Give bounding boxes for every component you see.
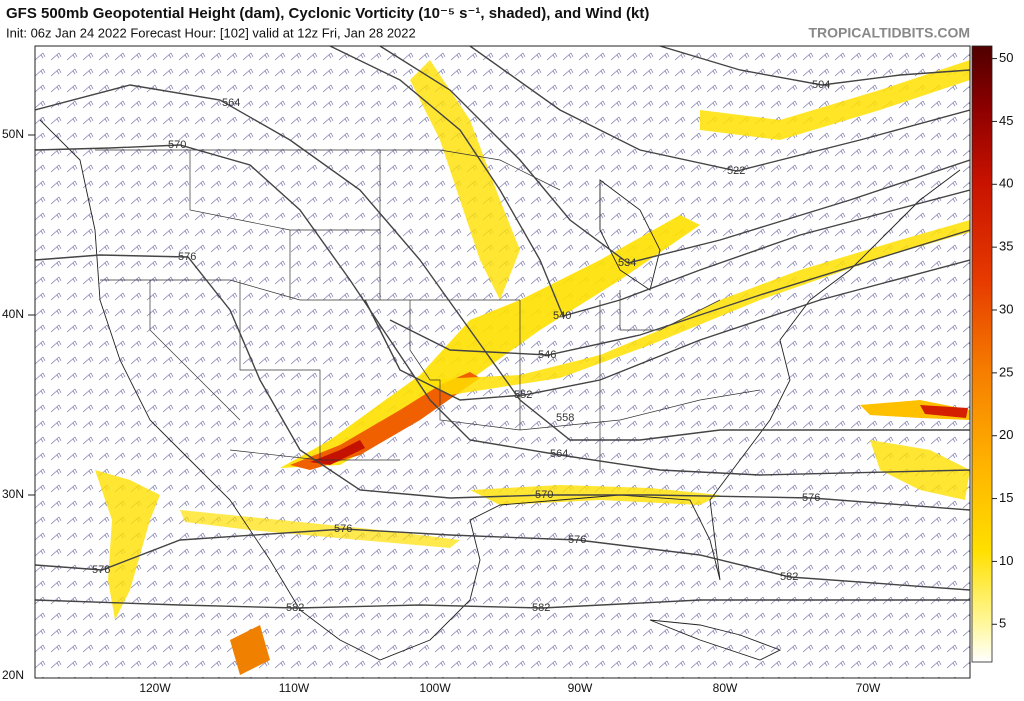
contour-label: 582 <box>532 602 550 614</box>
colorbar-label: 40 <box>999 176 1013 191</box>
colorbar-label: 50 <box>999 50 1013 65</box>
colorbar-label: 45 <box>999 113 1013 128</box>
state-borders <box>95 149 761 470</box>
contour-label: 582 <box>780 571 798 583</box>
colorbar-label: 35 <box>999 239 1013 254</box>
credit: TROPICALTIDBITS.COM <box>808 25 970 41</box>
lat-label: 50N <box>2 127 24 141</box>
coastlines <box>39 119 961 661</box>
colorbar-scale <box>971 45 993 663</box>
contour-label: 564 <box>550 448 568 460</box>
contour-label: 546 <box>538 349 556 361</box>
lon-label: 70W <box>856 681 881 695</box>
lat-labels: 50N 40N 30N 20N <box>2 127 35 682</box>
lat-label: 20N <box>2 668 24 682</box>
lon-label: 90W <box>568 681 593 695</box>
contour-label: 582 <box>286 602 304 614</box>
contour-label: 576 <box>568 534 586 546</box>
contour-label: 576 <box>802 492 820 504</box>
colorbar-label: 20 <box>999 427 1013 442</box>
contour-labels: 564 570 576 504 522 534 540 546 552 558 … <box>92 79 830 614</box>
contour-label: 534 <box>618 257 636 269</box>
contour-label: 564 <box>222 97 240 109</box>
contour-label: 570 <box>535 489 553 501</box>
lon-labels: 120W 110W 100W 90W 80W 70W <box>139 681 881 695</box>
contour-label: 570 <box>168 139 186 151</box>
vorticity-shading <box>95 60 970 675</box>
contour-label: 576 <box>178 251 196 263</box>
contour-label: 540 <box>553 310 571 322</box>
subtitle: Init: 06z Jan 24 2022 Forecast Hour: [10… <box>6 25 416 40</box>
lon-label: 110W <box>279 681 310 695</box>
lon-label: 100W <box>419 681 451 695</box>
colorbar-label: 30 <box>999 301 1013 316</box>
lon-label: 120W <box>139 681 171 695</box>
map-frame <box>34 45 971 679</box>
height-contours <box>35 46 970 609</box>
colorbar-label: 25 <box>999 364 1013 379</box>
contour-label: 552 <box>514 389 532 401</box>
colorbar-label: 5 <box>999 616 1006 631</box>
contour-label: 504 <box>812 79 830 91</box>
lat-label: 40N <box>2 307 24 321</box>
lat-label: 30N <box>2 487 24 501</box>
map: 564 570 576 504 522 534 540 546 552 558 … <box>35 46 970 678</box>
colorbar: 5 10 15 20 25 30 35 40 45 50 <box>971 45 1013 663</box>
contour-label: 576 <box>92 564 110 576</box>
lon-label: 80W <box>713 681 738 695</box>
contour-label: 576 <box>334 523 352 535</box>
colorbar-label: 15 <box>999 490 1013 505</box>
title: GFS 500mb Geopotential Height (dam), Cyc… <box>6 5 649 22</box>
contour-label: 522 <box>727 165 745 177</box>
contour-label: 558 <box>556 412 574 424</box>
colorbar-label: 10 <box>999 553 1013 568</box>
